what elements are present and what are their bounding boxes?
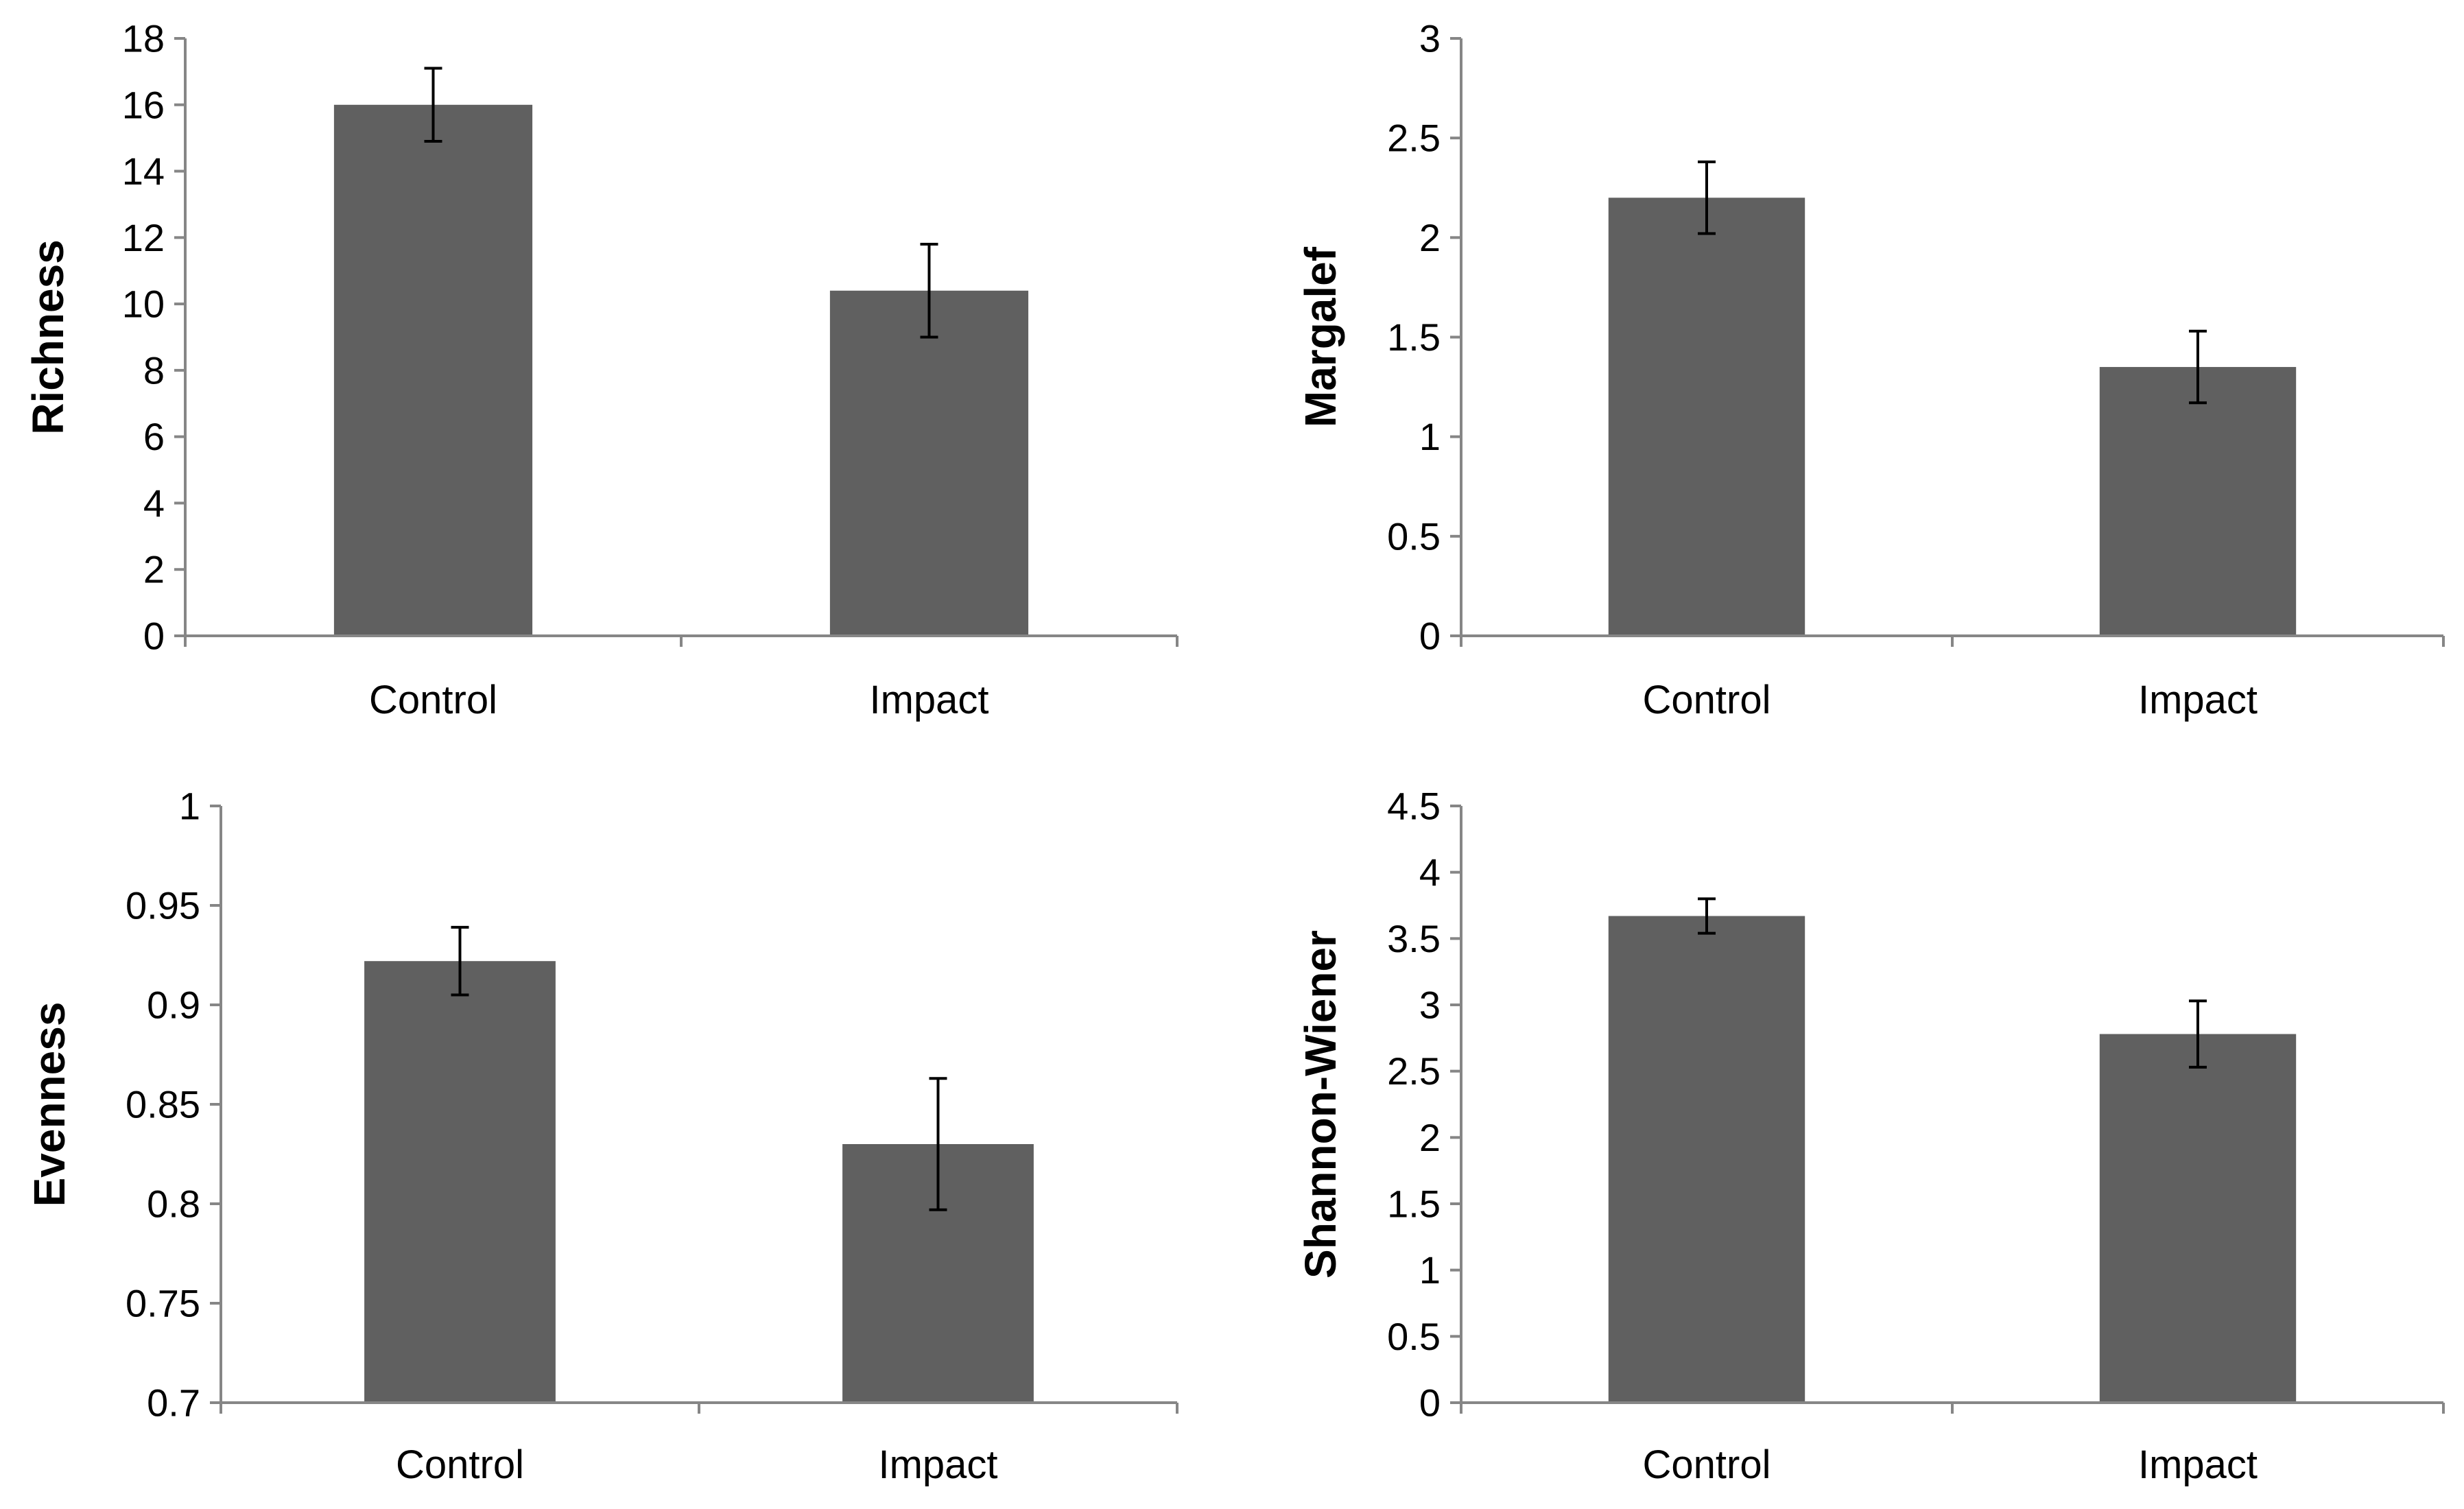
error-bar-impact xyxy=(2189,329,2207,405)
y-axis-title: Evenness xyxy=(25,1002,74,1207)
y-tick-label: 2 xyxy=(1419,216,1441,259)
y-tick-label: 0 xyxy=(143,615,165,658)
chart-panel-2: 0 0.5 1 1.5 2 2.5 3 Control Impact Margalef xyxy=(1296,17,2445,722)
y-tick-label: 0.85 xyxy=(126,1083,200,1126)
x-category-label-impact: Impact xyxy=(2138,678,2258,722)
y-tick-label: 6 xyxy=(143,415,165,458)
bar-control xyxy=(1608,916,1805,1403)
error-bar-control xyxy=(1698,897,1716,935)
error-bar-control xyxy=(451,925,469,997)
y-axis-title: Richness xyxy=(23,239,73,435)
bar-impact xyxy=(2099,1034,2297,1403)
y-tick-label: 16 xyxy=(122,83,165,126)
y-tick-label: 2.5 xyxy=(1387,117,1441,160)
y-tick-label: 1 xyxy=(179,785,200,828)
y-tick-label: 12 xyxy=(122,216,165,259)
x-category-label-impact: Impact xyxy=(869,678,988,722)
y-tick-label: 0.9 xyxy=(147,984,200,1027)
y-tick-label: 4.5 xyxy=(1387,785,1441,828)
y-tick-label: 18 xyxy=(122,17,165,60)
y-tick-label: 3.5 xyxy=(1387,917,1441,960)
chart-panel-3: 0.7 0.75 0.8 0.85 0.9 0.95 1 Control Impact Evenn… xyxy=(25,785,1178,1487)
y-tick-label: 0.5 xyxy=(1387,514,1441,558)
y-tick-label: 1 xyxy=(1419,415,1441,458)
y-tick-label: 4 xyxy=(1419,851,1441,894)
y-tick-label: 3 xyxy=(1419,984,1441,1027)
y-tick-label: 10 xyxy=(122,283,165,326)
chart-panel-1: 0 2 4 6 8 10 12 14 16 18 Control Impact Richness xyxy=(23,17,1178,722)
error-bar-control xyxy=(424,67,442,143)
bar-control xyxy=(333,104,533,636)
x-category-label-control: Control xyxy=(1643,1442,1771,1487)
y-tick-label: 2.5 xyxy=(1387,1049,1441,1093)
y-axis-title: Margalef xyxy=(1296,246,1345,427)
error-bar-control xyxy=(1698,161,1716,235)
bar-impact xyxy=(829,290,1029,636)
y-tick-label: 0.95 xyxy=(126,884,200,927)
y-tick-label: 0 xyxy=(1419,615,1441,658)
chart-panel-4: 0 0.5 1 1.5 2 2.5 3 3.5 4 4.5 Control Impact Shannon… xyxy=(1296,785,2445,1487)
y-tick-label: 1.5 xyxy=(1387,1183,1441,1226)
y-tick-label: 14 xyxy=(122,150,165,193)
x-category-label-control: Control xyxy=(369,678,497,722)
bar-control xyxy=(364,961,556,1403)
y-tick-label: 2 xyxy=(143,548,165,591)
error-bar-impact xyxy=(929,1077,947,1211)
x-category-label-control: Control xyxy=(396,1442,524,1487)
y-axis-title: Shannon-Wiener xyxy=(1296,930,1345,1279)
error-bar-impact xyxy=(2189,999,2207,1069)
y-tick-label: 2 xyxy=(1419,1116,1441,1159)
y-tick-label: 0 xyxy=(1419,1381,1441,1425)
y-tick-label: 0.8 xyxy=(147,1183,200,1226)
x-category-label-control: Control xyxy=(1643,678,1771,722)
error-bar-impact xyxy=(920,243,938,339)
y-tick-label: 8 xyxy=(143,348,165,392)
y-tick-label: 0.75 xyxy=(126,1282,200,1325)
x-category-label-impact: Impact xyxy=(2138,1442,2258,1487)
bar-control xyxy=(1608,198,1805,636)
y-tick-label: 1.5 xyxy=(1387,316,1441,359)
y-tick-label: 4 xyxy=(143,482,165,525)
bar-impact xyxy=(2099,367,2297,636)
x-category-label-impact: Impact xyxy=(878,1442,997,1487)
y-tick-label: 0.7 xyxy=(147,1381,200,1425)
y-tick-label: 1 xyxy=(1419,1248,1441,1292)
y-tick-label: 3 xyxy=(1419,17,1441,60)
y-tick-label: 0.5 xyxy=(1387,1315,1441,1358)
